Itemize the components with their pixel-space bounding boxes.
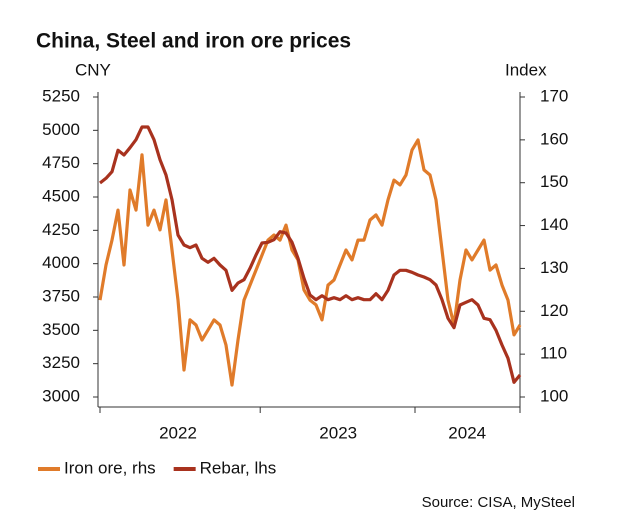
chart-title: China, Steel and iron ore prices xyxy=(36,30,351,53)
y-tick-label: 5250 xyxy=(42,86,80,105)
x-tick-label: 2022 xyxy=(159,423,197,442)
x-tick-label: 2024 xyxy=(448,423,486,442)
y-tick-label: 4750 xyxy=(42,153,80,172)
y-axis-label: CNY xyxy=(75,60,111,79)
y-tick-label: 4250 xyxy=(42,220,80,239)
y-tick-label: 4500 xyxy=(42,186,80,205)
y2-tick-label: 130 xyxy=(540,258,568,277)
y2-tick-label: 170 xyxy=(540,86,568,105)
y-tick-label: 3750 xyxy=(42,286,80,305)
y-tick-label: 4000 xyxy=(42,253,80,272)
x-tick-label: 2023 xyxy=(319,423,357,442)
y2-tick-label: 160 xyxy=(540,129,568,148)
legend-label: Iron ore, rhs xyxy=(64,458,156,477)
y-tick-label: 3250 xyxy=(42,353,80,372)
y-tick-label: 3500 xyxy=(42,320,80,339)
legend-label: Rebar, lhs xyxy=(200,458,277,477)
y-tick-label: 3000 xyxy=(42,386,80,405)
y2-tick-label: 140 xyxy=(540,215,568,234)
y2-tick-label: 150 xyxy=(540,172,568,191)
y-tick-label: 5000 xyxy=(42,120,80,139)
y2-tick-label: 120 xyxy=(540,301,568,320)
line-series xyxy=(99,125,522,384)
y2-tick-label: 110 xyxy=(540,344,567,363)
line-series xyxy=(98,138,522,387)
y2-axis-label: Index xyxy=(505,60,547,79)
source: Source: CISA, MySteel xyxy=(422,494,575,511)
y2-tick-label: 100 xyxy=(540,386,568,405)
